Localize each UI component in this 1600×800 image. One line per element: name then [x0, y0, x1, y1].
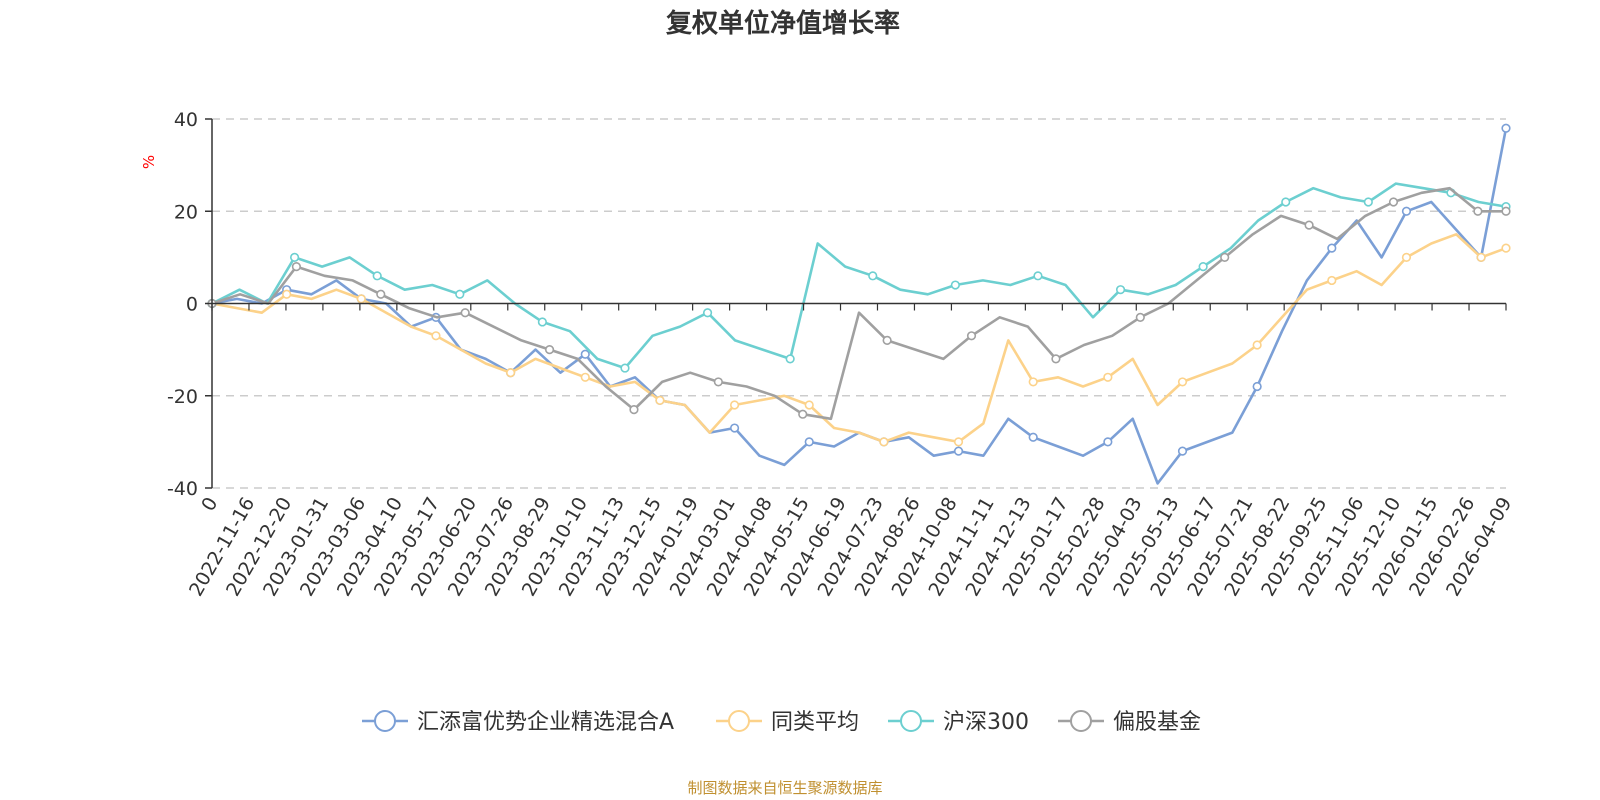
- series-2-point: [1115, 285, 1126, 295]
- series-2-point: [1198, 262, 1208, 272]
- y-tick-label: 20: [174, 201, 198, 223]
- legend: 汇添富优势企业精选混合A 同类平均 沪深300 偏股基金: [362, 710, 1201, 735]
- series-2-point: [289, 252, 300, 262]
- series-0-point: [1252, 381, 1262, 392]
- series-3-point: [376, 289, 386, 299]
- series-0-point: [1028, 432, 1038, 442]
- series-1-point: [1476, 252, 1486, 262]
- series-2-point: [785, 354, 795, 364]
- series-1-point: [356, 294, 366, 304]
- series-1-point: [1103, 372, 1113, 382]
- series-2-point: [372, 271, 382, 281]
- series-1-point: [1327, 275, 1337, 286]
- series-1-point: [879, 437, 889, 447]
- series-1-point: [804, 400, 814, 410]
- legend-label: 同类平均: [771, 710, 859, 735]
- x-tick-label: 0: [197, 494, 222, 515]
- series-3-point: [1051, 354, 1061, 364]
- series-1-point: [729, 400, 740, 410]
- legend-label: 偏股基金: [1113, 710, 1201, 735]
- series-0-point: [1327, 243, 1337, 253]
- series-1-point: [953, 437, 964, 447]
- series-3-point: [1388, 197, 1399, 207]
- series-0-point: [804, 437, 814, 447]
- legend-label: 沪深300: [943, 710, 1029, 735]
- legend-marker: [728, 710, 750, 732]
- series-1-point: [580, 372, 590, 382]
- legend-marker: [1070, 710, 1092, 732]
- y-axis-unit: %: [140, 155, 158, 169]
- legend-marker: [374, 710, 396, 732]
- series-3-point: [966, 331, 977, 341]
- y-tick-label: -20: [167, 386, 198, 408]
- series-1-point: [1177, 377, 1188, 387]
- y-tick-label: 0: [186, 294, 198, 316]
- series-3-point: [460, 308, 470, 318]
- y-tick-label: -40: [167, 478, 198, 500]
- series-2-point: [620, 363, 630, 373]
- source-note: 制图数据来自恒生聚源数据库: [687, 779, 882, 797]
- series-3-point: [1220, 252, 1230, 262]
- series-line-3: [211, 186, 1506, 421]
- series-2-point: [702, 308, 713, 318]
- series-1-point: [506, 368, 516, 378]
- series-2-point: [1363, 197, 1373, 207]
- series-3-point: [1501, 206, 1511, 216]
- series-0-point: [729, 423, 740, 433]
- series-1-point: [431, 331, 441, 341]
- series-0-point: [1177, 446, 1188, 456]
- chart-title: 复权单位净值增长率: [666, 8, 900, 39]
- series-3-point: [544, 345, 555, 355]
- series-1-point: [1252, 340, 1262, 350]
- legend-item-3[interactable]: 偏股基金: [1058, 710, 1201, 735]
- series-0-point: [580, 349, 590, 359]
- series-0-point: [1401, 206, 1412, 216]
- series-2-point: [1033, 271, 1043, 281]
- axes: 40200-20-4002022-11-162022-12-202023-01-…: [167, 109, 1516, 600]
- series-0-point: [1501, 123, 1511, 133]
- series-2-point: [537, 317, 547, 327]
- series-line-1: [211, 233, 1507, 444]
- y-tick-label: 40: [174, 109, 198, 131]
- series-1-point: [655, 395, 665, 405]
- series-3-point: [882, 335, 892, 346]
- series-1-point: [282, 289, 292, 299]
- series-3-point: [291, 262, 301, 272]
- series-0-point: [953, 446, 964, 456]
- series-3-point: [1304, 220, 1314, 230]
- grid: [212, 118, 1506, 489]
- legend-marker: [900, 710, 922, 732]
- legend-item-2[interactable]: 沪深300: [888, 710, 1029, 735]
- legend-item-0[interactable]: 汇添富优势企业精选混合A: [362, 710, 674, 735]
- series-line-2: [211, 182, 1507, 370]
- series-2-point: [455, 289, 465, 299]
- series-0-point: [1103, 437, 1113, 447]
- series-2-point: [1281, 197, 1291, 207]
- series-1-point: [1028, 377, 1038, 387]
- series-3-point: [1473, 206, 1483, 216]
- series-3-point: [1135, 312, 1145, 322]
- series-2-point: [950, 280, 960, 290]
- legend-item-1[interactable]: 同类平均: [716, 710, 859, 735]
- series-3-point: [629, 404, 639, 415]
- series-2-point: [868, 271, 878, 281]
- series-1-point: [1501, 243, 1511, 253]
- series-3-point: [798, 409, 808, 419]
- series-1-point: [1401, 252, 1412, 262]
- legend-label: 汇添富优势企业精选混合A: [417, 710, 674, 735]
- series-3-point: [713, 377, 723, 387]
